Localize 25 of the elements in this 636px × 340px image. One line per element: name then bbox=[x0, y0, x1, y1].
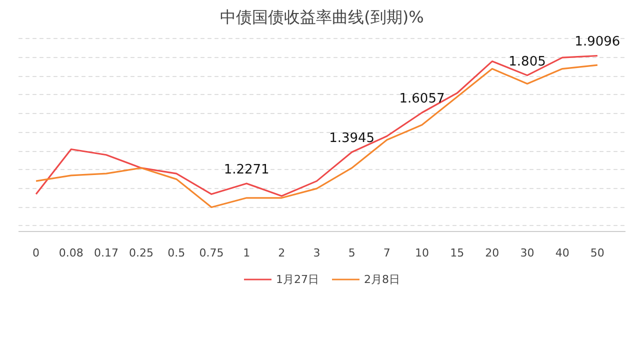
x-tick-label: 0.08 bbox=[58, 246, 84, 260]
data-label: 1.9096 bbox=[574, 34, 620, 50]
x-tick-label: 0 bbox=[32, 246, 40, 260]
x-tick-label: 0.25 bbox=[129, 246, 154, 260]
x-tick-label: 3 bbox=[313, 246, 320, 260]
legend-label: 1月27日 bbox=[276, 272, 319, 286]
x-tick-label: 30 bbox=[520, 246, 534, 260]
x-tick-label: 7 bbox=[383, 246, 390, 260]
chart-title: 中债国债收益率曲线(到期)% bbox=[220, 8, 424, 26]
x-tick-label: 5 bbox=[348, 246, 356, 260]
x-tick-label: 10 bbox=[415, 246, 429, 260]
x-tick-label: 20 bbox=[485, 246, 500, 260]
x-tick-label: 0.5 bbox=[168, 246, 186, 260]
x-tick-label: 0.17 bbox=[94, 246, 118, 260]
legend-label: 2月8日 bbox=[364, 272, 400, 286]
x-tick-label: 1 bbox=[243, 246, 250, 260]
data-label: 1.3945 bbox=[329, 131, 375, 146]
x-tick-label: 0.75 bbox=[199, 246, 224, 260]
x-tick-label: 40 bbox=[555, 246, 570, 260]
x-tick-label: 2 bbox=[278, 246, 286, 260]
data-label: 1.6057 bbox=[399, 92, 445, 107]
data-label: 1.2271 bbox=[224, 162, 270, 178]
x-tick-label: 50 bbox=[590, 246, 604, 260]
data-label: 1.805 bbox=[508, 54, 546, 70]
x-tick-label: 15 bbox=[450, 246, 464, 260]
